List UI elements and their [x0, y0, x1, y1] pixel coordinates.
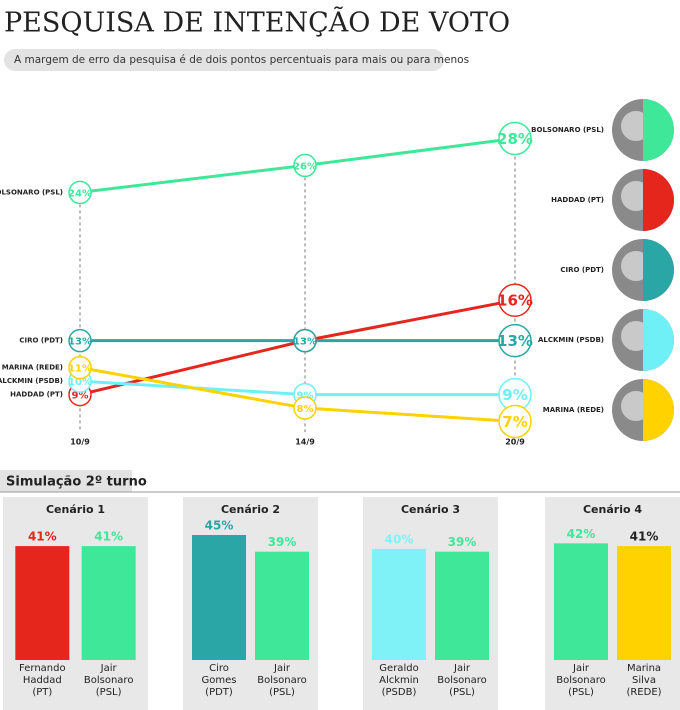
value-label: 39% — [448, 535, 477, 549]
value-label: 26% — [293, 161, 317, 172]
value-label: 28% — [497, 130, 533, 148]
bar — [554, 543, 608, 660]
bar — [192, 535, 246, 660]
legend-label: BOLSONARO (PSL) — [531, 126, 604, 134]
bar — [435, 551, 489, 660]
series-label: BOLSONARO (PSL) — [0, 188, 63, 196]
category-label: Fernando Haddad (PT) — [19, 663, 66, 698]
value-label: 10% — [68, 377, 92, 388]
x-tick-label: 10/9 — [70, 438, 90, 447]
category-box: Marina Silva (REDE) — [626, 663, 662, 698]
portrait-accent — [643, 309, 674, 371]
value-label: 13% — [293, 337, 317, 348]
category-label: Ciro Gomes (PDT) — [201, 663, 237, 698]
portrait-accent — [643, 99, 674, 161]
value-label: 42% — [567, 527, 596, 541]
value-label: 11% — [68, 364, 92, 375]
legend-label: CIRO (PDT) — [560, 266, 604, 274]
value-label: 9% — [297, 391, 314, 402]
category-box: Geraldo Alckmin (PSDB) — [379, 663, 419, 698]
category-box: Jair Bolsonaro (PSL) — [437, 663, 487, 698]
category-box: Jair Bolsonaro (PSL) — [556, 663, 606, 698]
x-tick-label: 20/9 — [505, 438, 525, 447]
value-label: 45% — [205, 519, 234, 533]
point — [498, 323, 532, 358]
series-label: CIRO (PDT) — [19, 337, 63, 345]
category-label: Jair Bolsonaro (PSL) — [556, 663, 606, 698]
value-label: 41% — [94, 530, 123, 544]
value-label: 41% — [28, 530, 57, 544]
panel-title: Cenário 4 — [583, 503, 642, 516]
value-label: 24% — [68, 188, 92, 199]
value-label: 39% — [268, 535, 297, 549]
point — [68, 180, 92, 205]
category-label: Jair Bolsonaro (PSL) — [257, 663, 307, 698]
section-box — [0, 470, 132, 492]
series-label: HADDAD (PT) — [10, 391, 63, 399]
bar — [81, 546, 136, 660]
legend-label: HADDAD (PT) — [551, 196, 604, 204]
value-label: 8% — [297, 404, 314, 415]
legend-label: ALCKMIN (PSDB) — [538, 336, 604, 344]
x-tick-label: 14/9 — [295, 438, 315, 447]
series-label: ALCKMIN (PSDB) — [0, 377, 63, 385]
subtitle-pill — [4, 49, 444, 71]
section-title: Simulação 2º turno — [6, 475, 147, 490]
category-box: Fernando Haddad (PT) — [19, 663, 66, 698]
point — [498, 283, 532, 317]
panel-title: Cenário 2 — [221, 503, 280, 516]
point — [293, 328, 317, 353]
portrait-accent — [643, 239, 674, 301]
bar — [15, 546, 70, 660]
point — [293, 396, 317, 420]
value-label: 13% — [68, 337, 92, 348]
point — [68, 355, 92, 380]
series-label: MARINA (REDE) — [2, 364, 63, 372]
title: PESQUISA DE INTENÇÃO DE VOTO — [4, 6, 510, 39]
value-label: 7% — [502, 413, 527, 431]
category-box: Jair Bolsonaro (PSL) — [257, 663, 307, 698]
category-box: Jair Bolsonaro (PSL) — [83, 663, 134, 698]
value-label: 16% — [497, 292, 533, 310]
point — [293, 153, 317, 178]
bar — [617, 546, 671, 660]
subtitle: A margem de erro da pesquisa é de dois p… — [14, 54, 469, 66]
portrait-accent — [643, 379, 674, 441]
bar — [255, 551, 309, 660]
bar — [372, 548, 426, 660]
point — [498, 121, 532, 156]
value-label: 13% — [497, 332, 533, 350]
category-label: Jair Bolsonaro (PSL) — [83, 663, 134, 698]
legend-label: MARINA (REDE) — [543, 406, 604, 414]
value-label: 41% — [630, 530, 659, 544]
portrait-accent — [643, 169, 674, 231]
category-label: Marina Silva (REDE) — [626, 663, 662, 698]
category-label: Geraldo Alckmin (PSDB) — [379, 663, 419, 698]
value-label: 9% — [502, 386, 527, 404]
point — [68, 328, 92, 353]
category-box: Ciro Gomes (PDT) — [201, 663, 237, 698]
value-label: 9% — [72, 391, 89, 402]
panel-title: Cenário 1 — [46, 503, 105, 516]
category-label: Jair Bolsonaro (PSL) — [437, 663, 487, 698]
panel-title: Cenário 3 — [401, 503, 460, 516]
value-label: 40% — [385, 532, 414, 546]
point — [498, 404, 532, 439]
